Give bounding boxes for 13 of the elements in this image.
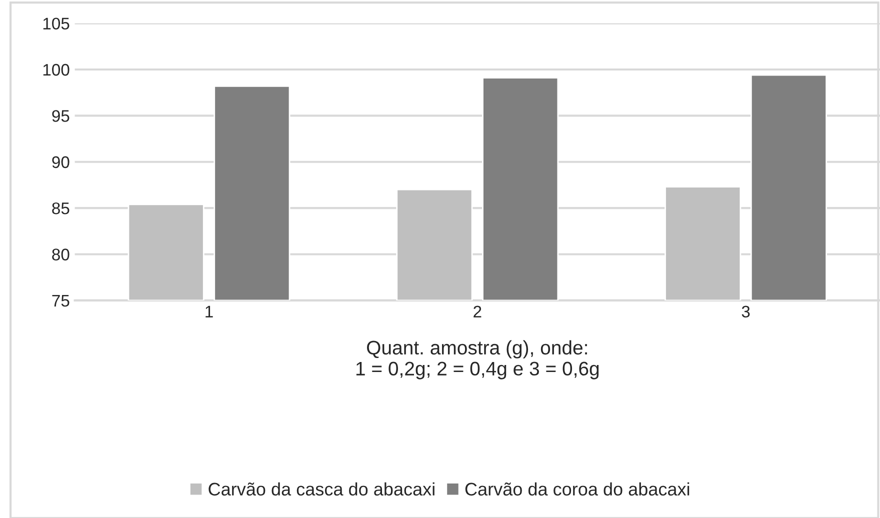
x-axis-title: Quant. amostra (g), onde: 1 = 0,2g; 2 = 0,4g e 3 = 0,6g xyxy=(356,340,599,380)
y-tick-label: 75 xyxy=(52,295,70,307)
legend-label: Carvão da coroa do abacaxi xyxy=(465,482,690,496)
y-tick-label: 100 xyxy=(43,64,70,76)
y-tick-label: 85 xyxy=(52,202,70,214)
y-tick-label: 80 xyxy=(52,248,70,260)
x-tick-label: 3 xyxy=(742,306,750,318)
y-tick-label: 90 xyxy=(52,156,70,168)
x-tick-label: 2 xyxy=(474,306,482,318)
legend-label: Carvão da casca do abacaxi xyxy=(208,482,434,496)
y-tick-label: 95 xyxy=(52,110,70,122)
y-tick-label: 105 xyxy=(43,18,70,30)
x-tick-label: 1 xyxy=(206,306,213,318)
